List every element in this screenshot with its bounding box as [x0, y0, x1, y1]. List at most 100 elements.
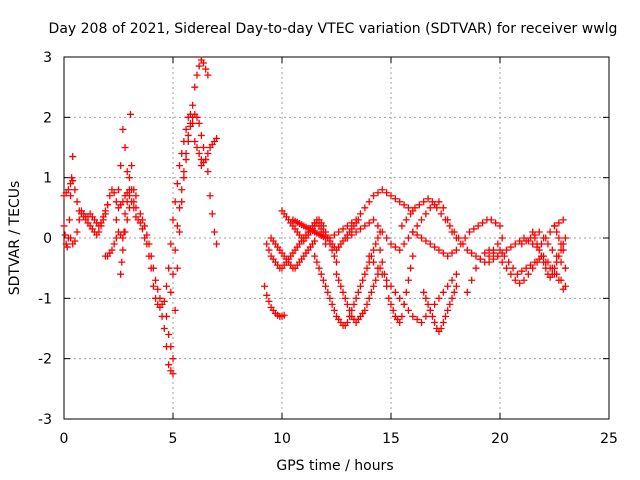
data-point: [516, 279, 524, 287]
data-point: [387, 300, 395, 308]
data-point: [343, 234, 351, 242]
data-point: [527, 261, 535, 269]
data-point: [319, 276, 327, 284]
data-point: [110, 240, 118, 248]
data-point: [391, 243, 399, 251]
data-point: [119, 125, 127, 133]
data-point: [356, 210, 364, 218]
axis-ticks: 0 5 10 15 20 25 -3 -2 -1 0 1 2 3: [38, 50, 618, 447]
y-tick-label: 0: [43, 231, 52, 247]
data-point: [202, 156, 210, 164]
data-point: [398, 222, 406, 230]
data-point: [389, 306, 397, 314]
data-point: [213, 240, 221, 248]
data-point: [117, 162, 125, 170]
data-point: [173, 222, 181, 230]
data-point: [448, 249, 456, 257]
data-point: [169, 216, 177, 224]
data-point: [463, 246, 471, 254]
data-point: [544, 240, 552, 248]
data-point: [311, 252, 319, 260]
data-point: [68, 174, 76, 182]
data-point: [204, 168, 212, 176]
data-point: [128, 162, 136, 170]
data-point: [200, 59, 208, 67]
data-point: [404, 234, 412, 242]
data-points: [60, 56, 569, 378]
data-point: [317, 270, 325, 278]
data-point: [195, 119, 203, 127]
data-point: [263, 291, 271, 299]
data-point: [374, 264, 382, 272]
data-point: [496, 246, 504, 254]
data-point: [509, 264, 517, 272]
data-point: [442, 312, 449, 320]
data-point: [498, 258, 506, 266]
series-r: [322, 186, 417, 248]
data-point: [470, 225, 478, 233]
data-point: [165, 331, 173, 339]
data-point: [348, 231, 356, 239]
data-point: [437, 210, 445, 218]
data-point: [383, 276, 391, 284]
data-point: [365, 252, 373, 260]
data-point: [439, 318, 447, 326]
data-point: [378, 258, 386, 266]
data-point: [428, 312, 436, 320]
series-o: [289, 216, 330, 242]
data-point: [472, 252, 480, 260]
data-point: [71, 237, 79, 245]
data-point: [426, 240, 434, 248]
data-point: [457, 240, 465, 248]
data-point: [67, 234, 75, 242]
data-point: [450, 288, 458, 296]
data-point: [420, 198, 428, 206]
data-point: [418, 318, 426, 326]
data-point: [186, 122, 194, 130]
data-point: [413, 315, 421, 323]
data-point: [559, 216, 567, 224]
data-point: [365, 198, 373, 206]
data-point: [533, 240, 541, 248]
data-point: [335, 276, 343, 284]
data-point: [561, 264, 569, 272]
data-point: [193, 144, 201, 151]
series-f: [117, 186, 140, 278]
data-point: [169, 370, 177, 378]
data-point: [202, 65, 210, 73]
data-point: [422, 294, 430, 302]
data-point: [69, 153, 77, 161]
data-point: [265, 246, 273, 254]
data-point: [418, 234, 426, 242]
data-point: [402, 288, 410, 296]
data-point: [62, 240, 70, 248]
data-point: [476, 255, 484, 263]
data-point: [361, 204, 369, 212]
data-point: [178, 186, 186, 194]
data-point: [452, 246, 460, 254]
data-point: [494, 252, 502, 260]
data-point: [160, 325, 168, 332]
data-point: [154, 285, 162, 293]
data-point: [346, 306, 354, 314]
data-point: [339, 225, 347, 233]
y-axis-label: SDTVAR / TECUs: [7, 181, 23, 296]
data-point: [182, 150, 190, 158]
data-point: [481, 249, 489, 257]
x-tick-label: 15: [382, 431, 400, 447]
data-point: [422, 237, 430, 245]
data-point: [435, 294, 443, 302]
data-point: [448, 276, 456, 284]
data-point: [522, 237, 530, 245]
series-ad: [551, 222, 567, 254]
data-point: [343, 222, 351, 230]
data-point: [450, 228, 458, 236]
y-tick-label: 2: [43, 110, 52, 126]
data-point: [361, 306, 369, 314]
data-point: [191, 137, 199, 145]
data-point: [378, 186, 386, 194]
data-point: [343, 318, 351, 326]
data-point: [535, 228, 543, 236]
y-tick-label: -1: [38, 291, 52, 307]
data-point: [147, 252, 155, 260]
